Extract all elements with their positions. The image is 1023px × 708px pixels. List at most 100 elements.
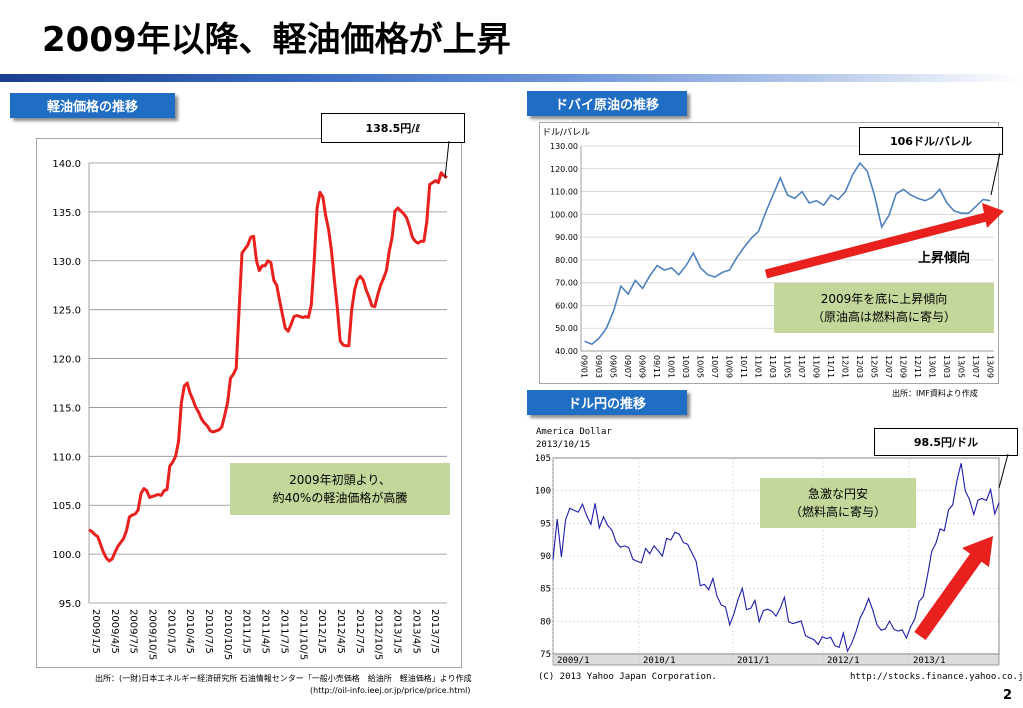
- y-tick-label: 85: [540, 585, 551, 595]
- y-tick-label: 90.00: [555, 233, 578, 242]
- diesel-chart-panel: 95.0 100.0 105.0 110.0 115.0 120.0 125.0 130.0 1…: [36, 138, 462, 668]
- x-tick-label: 11/05: [783, 355, 792, 378]
- dubai-crude-line: [584, 161, 991, 346]
- y-tick-label: 75: [540, 650, 551, 660]
- y-tick-label: 100.00: [550, 210, 578, 219]
- x-tick-label: 2011/7/5: [278, 609, 289, 654]
- y-tick-label: 80: [540, 617, 551, 627]
- x-tick-label: 10/09: [725, 355, 734, 378]
- usdjpy-source-url: http://stocks.finance.yahoo.co.jp: [850, 672, 1023, 682]
- chart-title: America Dollar: [536, 427, 612, 437]
- y-tick-label: 100.0: [52, 550, 81, 561]
- diesel-source-url: (http://oil-info.ieej.or.jp/price/price.…: [310, 686, 471, 695]
- y-tick-label: 105: [535, 454, 551, 464]
- y-tick-label: 115.0: [52, 403, 81, 414]
- x-tick-label: 10/05: [696, 355, 705, 378]
- dubai-note-line2: （原油高は燃料高に寄与）: [811, 310, 956, 324]
- dubai-trend-label: 上昇傾向: [918, 251, 971, 266]
- diesel-price-callout: 138.5円/ℓ: [321, 113, 465, 143]
- x-tick-label: 12/09: [898, 355, 907, 378]
- y-tick-label: 135.0: [52, 208, 81, 219]
- slide-title: 2009年以降、軽油価格が上昇: [42, 20, 511, 60]
- y-tick-label: 40.00: [555, 347, 578, 356]
- dubai-note-line1: 2009年を底に上昇傾向: [820, 292, 948, 306]
- x-tick-label: 13/07: [971, 355, 980, 378]
- y-tick-label: 105.0: [52, 501, 81, 512]
- x-tick-label: 12/05: [869, 355, 878, 378]
- x-tick-label: 13/09: [985, 355, 994, 378]
- usdjpy-note-box: 急激な円安 （燃料高に寄与）: [760, 478, 916, 528]
- x-tick-label: 2013/1/5: [391, 609, 402, 654]
- diesel-section-label: 軽油価格の推移: [10, 93, 175, 118]
- usdjpy-copyright: (C) 2013 Yahoo Japan Corporation.: [538, 672, 717, 682]
- diesel-note-box: 2009年初頭より、 約40%の軽油価格が高騰: [230, 463, 450, 515]
- y-tick-label: 120.00: [550, 165, 578, 174]
- x-tick-label: 2009/1/5: [90, 609, 101, 654]
- x-tick-label: 2009/4/5: [109, 609, 120, 654]
- y-axis-unit-label: ドル/バレル: [542, 127, 590, 138]
- dubai-note-box: 2009年を底に上昇傾向 （原油高は燃料高に寄与）: [774, 283, 994, 333]
- y-tick-label: 130.00: [550, 142, 578, 151]
- x-tick-label: 2010/7/5: [203, 609, 214, 654]
- x-tick-label: 12/03: [855, 355, 864, 378]
- x-tick-label: 2011/1: [737, 656, 770, 666]
- x-tick-label: 09/07: [623, 355, 632, 378]
- usdjpy-section-label: ドル円の推移: [527, 390, 687, 415]
- x-tick-label: 10/03: [681, 355, 690, 378]
- x-tick-label: 10/07: [710, 355, 719, 378]
- x-tick-label: 2011/4/5: [260, 609, 271, 654]
- y-tick-label: 120.0: [52, 355, 81, 366]
- title-underline-bar: [0, 74, 1023, 82]
- y-tick-label: 125.0: [52, 306, 81, 317]
- dubai-source: 出所：IMF資料より作成: [892, 389, 978, 398]
- y-tick-label: 70.00: [555, 279, 578, 288]
- x-tick-label: 2011/10/5: [297, 609, 308, 660]
- x-tick-label: 2009/7/5: [128, 609, 139, 654]
- x-tick-label: 2013/4/5: [410, 609, 421, 654]
- y-tick-label: 50.00: [555, 324, 578, 333]
- dubai-price-callout: 106ドル/バレル: [859, 127, 1003, 155]
- x-tick-label: 2012/10/5: [373, 609, 384, 660]
- y-tick-label: 95: [540, 519, 551, 529]
- x-tick-label: 13/03: [942, 355, 951, 378]
- y-tick-label: 100: [535, 487, 551, 497]
- page-number: 2: [1003, 688, 1013, 703]
- x-tick-label: 2012/1: [827, 656, 860, 666]
- y-tick-label: 140.0: [52, 159, 81, 170]
- diesel-source: 出所：(一財)日本エネルギー経済研究所 石油情報センター「一般小売価格 給油所 …: [95, 674, 472, 683]
- x-tick-label: 2012/1/5: [316, 609, 327, 654]
- x-tick-label: 2010/1/5: [165, 609, 176, 654]
- usdjpy-note-line1: 急激な円安: [807, 487, 868, 501]
- x-tick-label: 13/05: [956, 355, 965, 378]
- y-tick-label: 110.0: [52, 452, 81, 463]
- x-tick-label: 13/01: [927, 355, 936, 378]
- y-tick-label: 80.00: [555, 256, 578, 265]
- x-tick-label: 10/01: [667, 355, 676, 378]
- y-tick-label: 130.0: [52, 257, 81, 268]
- x-tick-label: 09/01: [580, 355, 589, 378]
- usdjpy-note-line2: （燃料高に寄与）: [789, 505, 886, 519]
- x-tick-label: 10/11: [739, 355, 748, 378]
- x-tick-label: 11/01: [754, 355, 763, 378]
- x-tick-label: 2009/10/5: [147, 609, 158, 660]
- x-tick-label: 12/01: [840, 355, 849, 378]
- diesel-price-chart: 95.0 100.0 105.0 110.0 115.0 120.0 125.0 130.0 1…: [52, 159, 448, 660]
- x-tick-label: 2010/1: [643, 656, 676, 666]
- x-tick-label: 2010/4/5: [184, 609, 195, 654]
- x-tick-label: 11/07: [797, 355, 806, 378]
- x-tick-label: 2011/1/5: [241, 609, 252, 654]
- x-tick-label: 2009/1: [557, 656, 590, 666]
- usdjpy-price-callout: 98.5円/ドル: [874, 428, 1018, 456]
- x-tick-label: 2012/7/5: [354, 609, 365, 654]
- dubai-section-label: ドバイ原油の推移: [527, 91, 687, 116]
- y-tick-label: 90: [540, 552, 551, 562]
- x-tick-label: 12/07: [884, 355, 893, 378]
- x-tick-label: 09/05: [609, 355, 618, 378]
- x-tick-label: 2012/4/5: [335, 609, 346, 654]
- x-tick-label: 09/03: [594, 355, 603, 378]
- diesel-note-line1: 2009年初頭より、: [289, 473, 391, 487]
- x-tick-label: 11/03: [768, 355, 777, 378]
- y-tick-label: 95.0: [59, 599, 81, 610]
- x-tick-label: 2013/7/5: [429, 609, 440, 654]
- x-tick-label: 09/11: [652, 355, 661, 378]
